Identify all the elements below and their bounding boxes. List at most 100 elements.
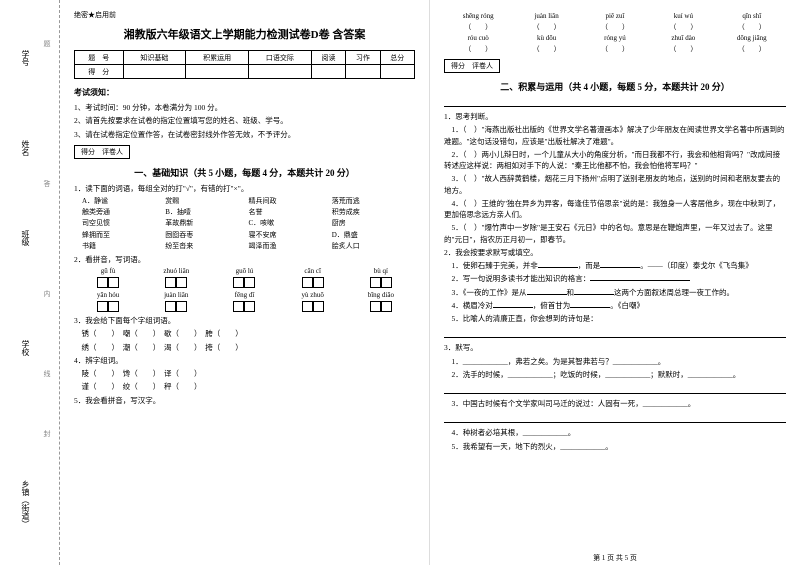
opt: 积劳成疾 [332,207,415,218]
q3-row: 绣（ ） 潮（ ） 渴（ ） 挎（ ） [74,342,415,353]
opt: 蜂拥而至 [82,230,165,241]
p2q1-stem: 1．思考判断。 [444,111,786,122]
pinyin: juàn liǎn [519,12,574,20]
p2q3-item: 2．洗手的时候，____________；吃饭的时候，____________；… [444,369,786,380]
blank-line [444,97,786,107]
score-header: 知识基础 [123,51,186,65]
pinyin: kuí wú [656,12,711,20]
q2-stem: 2．看拼音，写词语。 [74,254,415,265]
pinyin-row: shēng róng juàn liǎn piě zuǐ kuí wú qīn … [444,12,786,20]
p2q3-stem: 3．默写。 [444,342,786,353]
page-left-column: 绝密★启用前 湘教版六年级语文上学期能力检测试卷D卷 含答案 题 号 知识基础 … [60,0,430,565]
opt: 名誉 [249,207,332,218]
opt: D．鼎盛 [332,230,415,241]
p2q1-item: 1．（ ）"海燕出版社出版的《世界文学名著漫画本》解决了少年朋友在阅读世界文学名… [444,124,786,147]
pinyin-row: róu cuò kù dōu róng yú zhuī dào dōng jiā… [444,34,786,42]
q4-row: 陵（ ） 馋（ ） 译（ ） [74,368,415,379]
pinyin: bīng diāo [354,291,409,299]
pinyin: zhuó liǎn [149,267,204,275]
p2q1-item: 2．（ ）两小儿辩日时，一个儿童从大小的角度分析，"而日我都不行，我会和他相背吗… [444,149,786,172]
answer-sheet-margin: 学号 姓名 班级 学校 乡镇（街道） 题 答 内 线 封 [0,0,60,565]
exam-title: 湘教版六年级语文上学期能力检测试卷D卷 含答案 [74,26,415,42]
opt: 纷至沓来 [165,241,248,252]
score-header: 总分 [380,51,414,65]
q3-stem: 3．我会给下面每个字组词语。 [74,315,415,326]
pinyin-row: yān hóu juàn liǎn fēng dī yù zhuō bīng d… [74,291,415,299]
q4-stem: 4．辨字组词。 [74,355,415,366]
seal-line-char: 内 [42,290,52,297]
pinyin: juàn liǎn [149,291,204,299]
seal-line-char: 题 [42,40,52,47]
p2q2-stem: 2．我会按要求默写或填空。 [444,247,786,258]
confidential-tag: 绝密★启用前 [74,10,415,20]
score-table: 题 号 知识基础 积累运用 口语交际 阅读 习作 总分 得 分 [74,50,415,79]
pinyin: róu cuò [451,34,506,42]
p2q3-item: 1．____________，弗若之矣。为是其智弗若与？____________… [444,356,786,367]
opt: 司空见惯 [82,218,165,229]
notice-title: 考试须知： [74,87,415,98]
score-header: 习作 [346,51,380,65]
q4-row: 谨（ ） 绞（ ） 秤（ ） [74,381,415,392]
pinyin: yù zhuō [285,291,340,299]
p2q2-item: 5．比喻人的清廉正直，你会想到的诗句是： [444,313,786,324]
pinyin: róng yú [588,34,643,42]
margin-label-school: 学校 [20,340,31,356]
score-header: 阅读 [311,51,345,65]
pinyin: bù qí [354,267,409,275]
q1-stem: 1．读下面的词语，每组全对的打"√"，有错的打"×"。 [74,183,415,194]
margin-label-town: 乡镇（街道） [20,480,31,528]
pinyin: cān cī [285,267,340,275]
opt: 厨房 [332,218,415,229]
pinyin: zhuī dào [656,34,711,42]
margin-label-name: 姓名 [20,140,31,156]
opt: 赏赐 [165,196,248,207]
pinyin: qīn shī [724,12,779,20]
page-footer: 第 1 页 共 5 页 [430,553,800,563]
scoring-box: 得分 评卷人 [444,59,500,73]
margin-label-class: 班级 [20,230,31,246]
margin-label-id: 学号 [20,50,31,66]
pinyin: fēng dī [217,291,272,299]
score-header: 积累运用 [186,51,249,65]
char-boxes-row [74,277,415,288]
opt: 革故鼎新 [165,218,248,229]
q1-options: A．静谧 赏赐 精兵间政 落荒而逃 触类旁通 B．抽噎 名誉 积劳成疾 司空见惯… [82,196,415,252]
p2q1-item: 5．（ ）"爆竹声中一岁除"是王安石《元日》中的名句。意思是在鞭炮声里，一年又过… [444,222,786,245]
opt: B．抽噎 [165,207,248,218]
scoring-box: 得分 评卷人 [74,145,130,159]
pinyin-row: gū fù zhuó liǎn guō lú cān cī bù qí [74,267,415,275]
pinyin: piě zuǐ [588,12,643,20]
score-header: 口语交际 [249,51,312,65]
pinyin: kù dōu [519,34,574,42]
part2-title: 二、积累与运用（共 4 小题，每题 5 分，本题共计 20 分） [444,80,786,93]
pinyin: yān hóu [81,291,136,299]
q3-row: 锈（ ） 嘲（ ） 歇（ ） 胯（ ） [74,328,415,339]
opt: 书籍 [82,241,165,252]
opt: 落荒而逃 [332,196,415,207]
p2q2-item: 1．使卵石臻于完美，并非，而是。——（印度）泰戈尔《飞鸟集》 [444,260,786,271]
seal-line-char: 答 [42,180,52,187]
blank-line [444,384,786,394]
pinyin: dōng jiāng [724,34,779,42]
paren-row: （ ）（ ）（ ）（ ）（ ） [444,44,786,54]
blank-line [444,413,786,423]
notice-item: 1、考试时间：90 分钟，本卷满分为 100 分。 [74,102,415,113]
pinyin: gū fù [81,267,136,275]
p2q2-item: 3．《一夜的工作》是从和这两个方面叙述周总理一夜工作的。 [444,287,786,298]
opt: 触类旁通 [82,207,165,218]
pinyin: shēng róng [451,12,506,20]
notice-item: 3、请在试卷指定位置作答，在试卷密封线外作答无效，不予评分。 [74,129,415,140]
q5-stem: 5．我会看拼音，写汉字。 [74,395,415,406]
p2q2-item: 4．横眉冷对，俯首甘为。《白嘲》 [444,300,786,311]
score-row-label: 得 分 [75,65,124,79]
opt: 脍炙人口 [332,241,415,252]
opt: C．咳嗽 [249,218,332,229]
opt: 精兵间政 [249,196,332,207]
page-right-column: shēng róng juàn liǎn piě zuǐ kuí wú qīn … [430,0,800,565]
p2q3-item: 3．中国古时候有个文学家叫司马迁的说过：人固有一死，____________。 [444,398,786,409]
pinyin: guō lú [217,267,272,275]
p2q3-item: 4．种树者必培其根，____________。 [444,427,786,438]
p2q3-item: 5．我希望有一天，地下的烈火，____________。 [444,441,786,452]
paren-row: （ ）（ ）（ ）（ ）（ ） [444,22,786,32]
seal-line-char: 线 [42,370,52,377]
